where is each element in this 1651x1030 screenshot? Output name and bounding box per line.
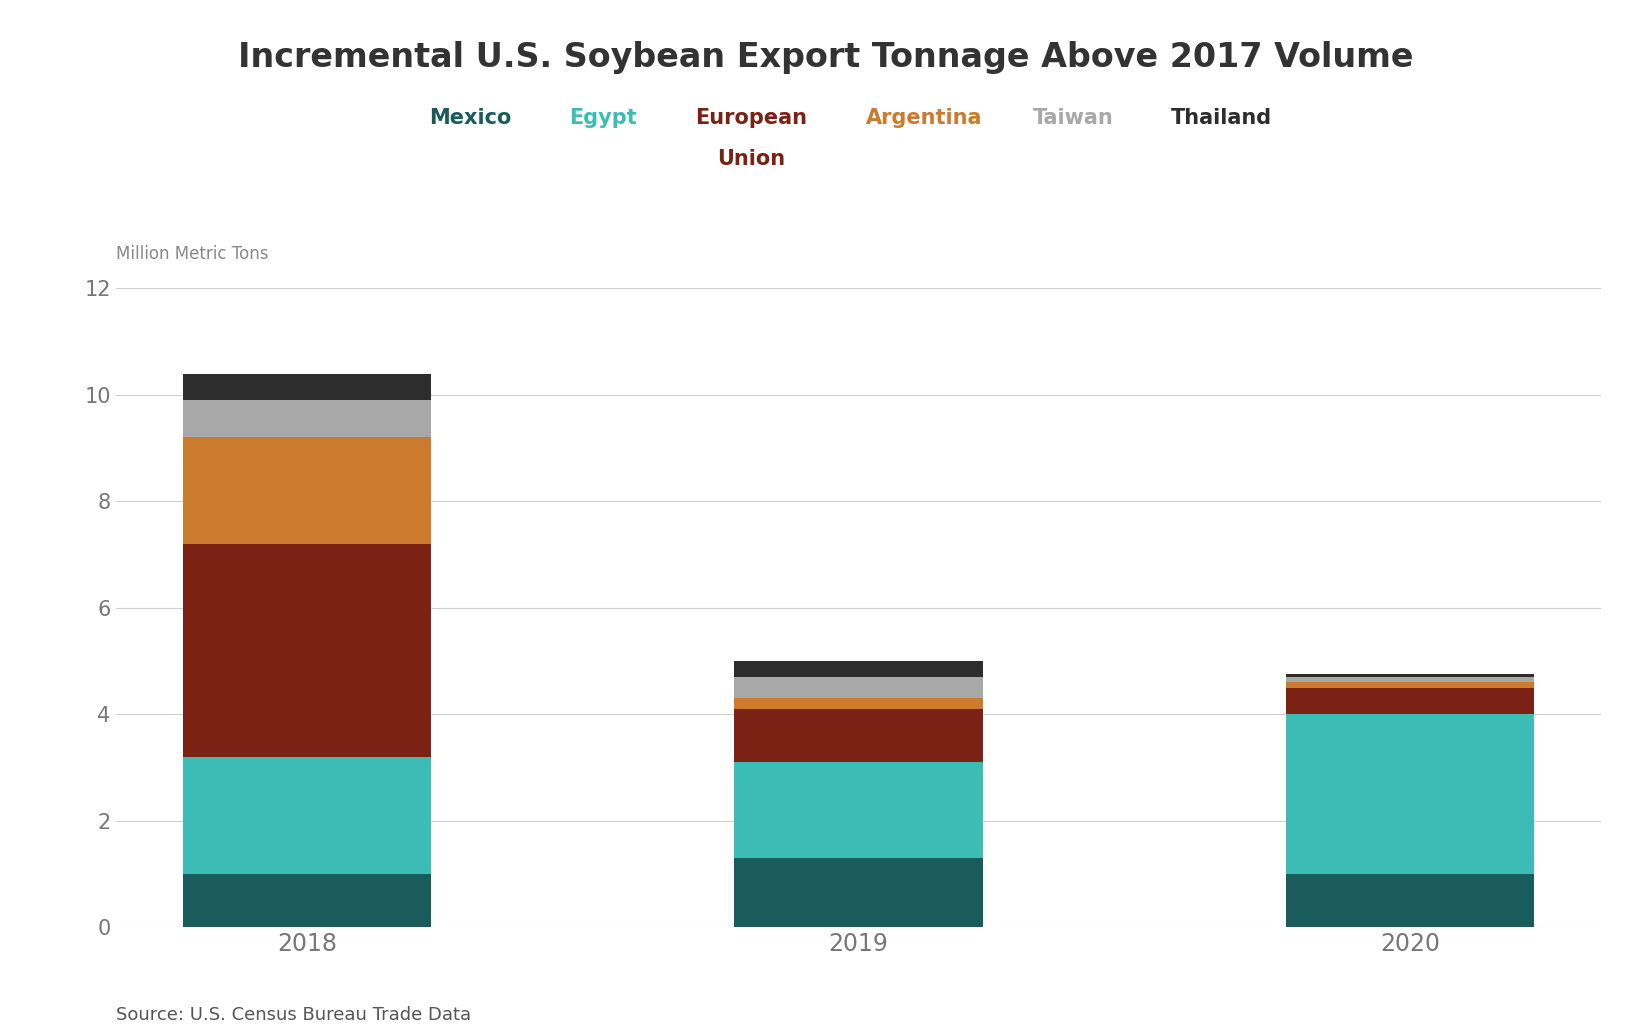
Bar bbox=[183, 544, 431, 757]
Bar bbox=[735, 677, 982, 698]
Bar bbox=[1286, 677, 1534, 682]
Bar bbox=[1286, 682, 1534, 688]
Text: Source: U.S. Census Bureau Trade Data: Source: U.S. Census Bureau Trade Data bbox=[116, 1005, 471, 1024]
Bar bbox=[735, 661, 982, 677]
Text: European: European bbox=[695, 108, 807, 128]
Bar bbox=[1286, 714, 1534, 873]
Bar bbox=[183, 374, 431, 401]
Bar bbox=[735, 858, 982, 927]
Bar bbox=[183, 873, 431, 927]
Bar bbox=[1286, 675, 1534, 677]
Bar bbox=[735, 762, 982, 858]
Text: Egypt: Egypt bbox=[568, 108, 637, 128]
Bar bbox=[735, 709, 982, 762]
Text: Mexico: Mexico bbox=[429, 108, 512, 128]
Bar bbox=[183, 438, 431, 544]
Bar bbox=[1286, 873, 1534, 927]
Text: Thailand: Thailand bbox=[1171, 108, 1273, 128]
Bar bbox=[1286, 688, 1534, 714]
Text: Million Metric Tons: Million Metric Tons bbox=[116, 245, 267, 263]
Text: Incremental U.S. Soybean Export Tonnage Above 2017 Volume: Incremental U.S. Soybean Export Tonnage … bbox=[238, 41, 1413, 74]
Text: Taiwan: Taiwan bbox=[1034, 108, 1113, 128]
Bar bbox=[183, 401, 431, 438]
Bar bbox=[735, 698, 982, 709]
Text: Union: Union bbox=[717, 149, 786, 169]
Bar bbox=[183, 757, 431, 873]
Text: Argentina: Argentina bbox=[867, 108, 982, 128]
